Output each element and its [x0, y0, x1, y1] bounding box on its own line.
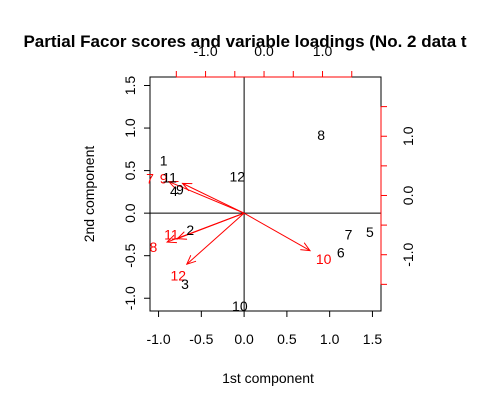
loading-label: 7 — [146, 170, 154, 186]
score-label: 7 — [345, 226, 353, 242]
score-label: 12 — [229, 169, 245, 185]
score-label: 9 — [176, 181, 184, 197]
loading-arrow — [169, 182, 245, 214]
loading-arrow — [187, 212, 245, 264]
chart-title: Partial Facor scores and variable loadin… — [23, 32, 466, 51]
score-label: 1 — [160, 152, 168, 168]
loading-label: 10 — [316, 251, 332, 267]
loading-label: 8 — [150, 239, 158, 255]
top-tick-label: -1.0 — [193, 43, 217, 59]
left-tick-label: -0.5 — [122, 243, 138, 267]
loading-label: 9 — [160, 170, 168, 186]
left-tick-label: 0.5 — [122, 161, 138, 181]
left-tick-label: 1.5 — [122, 76, 138, 96]
top-tick-label: 1.0 — [313, 43, 333, 59]
score-label: 5 — [366, 224, 374, 240]
score-label: 6 — [337, 244, 345, 260]
bottom-tick-label: -1.0 — [146, 331, 170, 347]
right-tick-label: -1.0 — [400, 242, 416, 266]
score-label: 10 — [232, 298, 248, 314]
score-label: 3 — [181, 276, 189, 292]
top-tick-label: 0.0 — [254, 43, 274, 59]
loading-label: 12 — [170, 267, 186, 283]
right-tick-label: 0.0 — [400, 186, 416, 206]
bottom-tick-label: 1.0 — [320, 331, 340, 347]
bottom-tick-label: -0.5 — [189, 331, 213, 347]
right-tick-label: 1.0 — [400, 126, 416, 146]
bottom-tick-label: 0.0 — [234, 331, 254, 347]
bottom-tick-label: 0.5 — [277, 331, 297, 347]
bottom-tick-label: 1.5 — [363, 331, 383, 347]
loading-arrow — [243, 212, 310, 250]
loading-label: 11 — [164, 226, 179, 242]
score-label: 4 — [170, 183, 178, 199]
left-tick-label: 0.0 — [122, 203, 138, 223]
x-axis-title: 1st component — [222, 370, 314, 386]
loading-arrow — [177, 212, 245, 239]
score-label: 2 — [186, 222, 194, 238]
score-label: 8 — [317, 127, 325, 143]
left-tick-label: -1.0 — [122, 286, 138, 310]
loading-arrow — [183, 183, 245, 214]
left-tick-label: 1.0 — [122, 118, 138, 138]
score-label: 11 — [162, 169, 177, 185]
y-axis-title: 2nd component — [81, 146, 97, 243]
